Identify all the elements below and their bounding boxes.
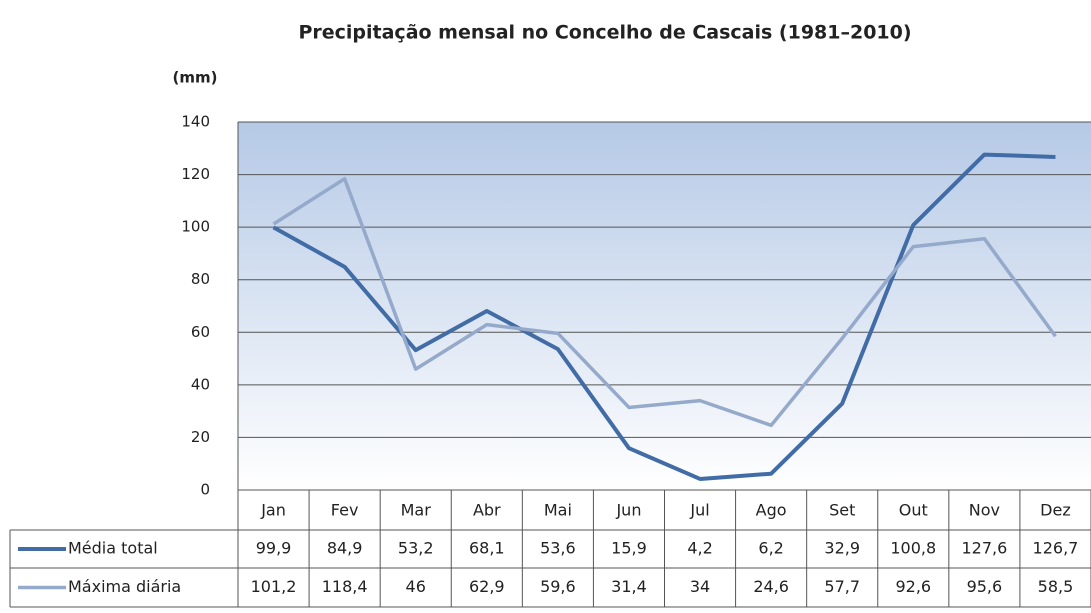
- table-value: 24,6: [753, 577, 789, 596]
- table-value: 32,9: [824, 539, 860, 558]
- table-value: 118,4: [322, 577, 368, 596]
- table-value: 4,2: [687, 539, 712, 558]
- y-tick-label: 140: [181, 113, 210, 131]
- series-line: [272, 177, 1057, 428]
- table-value: 68,1: [469, 539, 505, 558]
- table-value: 6,2: [758, 539, 783, 558]
- table-value: 59,6: [540, 577, 576, 596]
- x-tick-label: Abr: [473, 501, 501, 520]
- table-value: 101,2: [251, 577, 297, 596]
- table-value: 100,8: [890, 539, 936, 558]
- table-value: 62,9: [469, 577, 505, 596]
- legend-label: Média total: [68, 539, 158, 558]
- table-value: 31,4: [611, 577, 647, 596]
- table-value: 53,2: [398, 539, 434, 558]
- table-value: 99,9: [256, 539, 292, 558]
- x-tick-label: Jun: [615, 501, 641, 520]
- y-tick-label: 0: [200, 481, 210, 499]
- x-tick-label: Dez: [1040, 501, 1071, 520]
- table-value: 53,6: [540, 539, 576, 558]
- y-tick-label: 20: [191, 428, 210, 446]
- y-tick-label: 100: [181, 218, 210, 236]
- table-value: 34: [690, 577, 710, 596]
- chart-title: Precipitação mensal no Concelho de Casca…: [298, 22, 911, 44]
- x-tick-label: Fev: [331, 501, 359, 520]
- x-tick-label: Jan: [260, 501, 286, 520]
- x-tick-label: Ago: [756, 501, 787, 520]
- x-tick-label: Mar: [401, 501, 432, 520]
- x-tick-label: Mai: [544, 501, 572, 520]
- y-tick-label: 40: [191, 375, 210, 393]
- table-value: 126,7: [1033, 539, 1079, 558]
- legend-label: Máxima diária: [68, 577, 181, 596]
- y-tick-label: 80: [191, 270, 210, 288]
- table-value: 46: [406, 577, 426, 596]
- table-value: 84,9: [327, 539, 363, 558]
- table-value: 57,7: [824, 577, 860, 596]
- table-value: 92,6: [895, 577, 931, 596]
- y-axis-label: (mm): [173, 69, 218, 87]
- y-tick-label: 120: [181, 165, 210, 183]
- y-tick-label: 60: [191, 323, 210, 341]
- table-value: 95,6: [967, 577, 1003, 596]
- x-tick-label: Out: [899, 501, 928, 520]
- x-tick-label: Nov: [969, 501, 1000, 520]
- table-value: 127,6: [961, 539, 1007, 558]
- table-value: 58,5: [1038, 577, 1074, 596]
- x-tick-label: Set: [829, 501, 855, 520]
- table-value: 15,9: [611, 539, 647, 558]
- x-tick-label: Jul: [689, 501, 709, 520]
